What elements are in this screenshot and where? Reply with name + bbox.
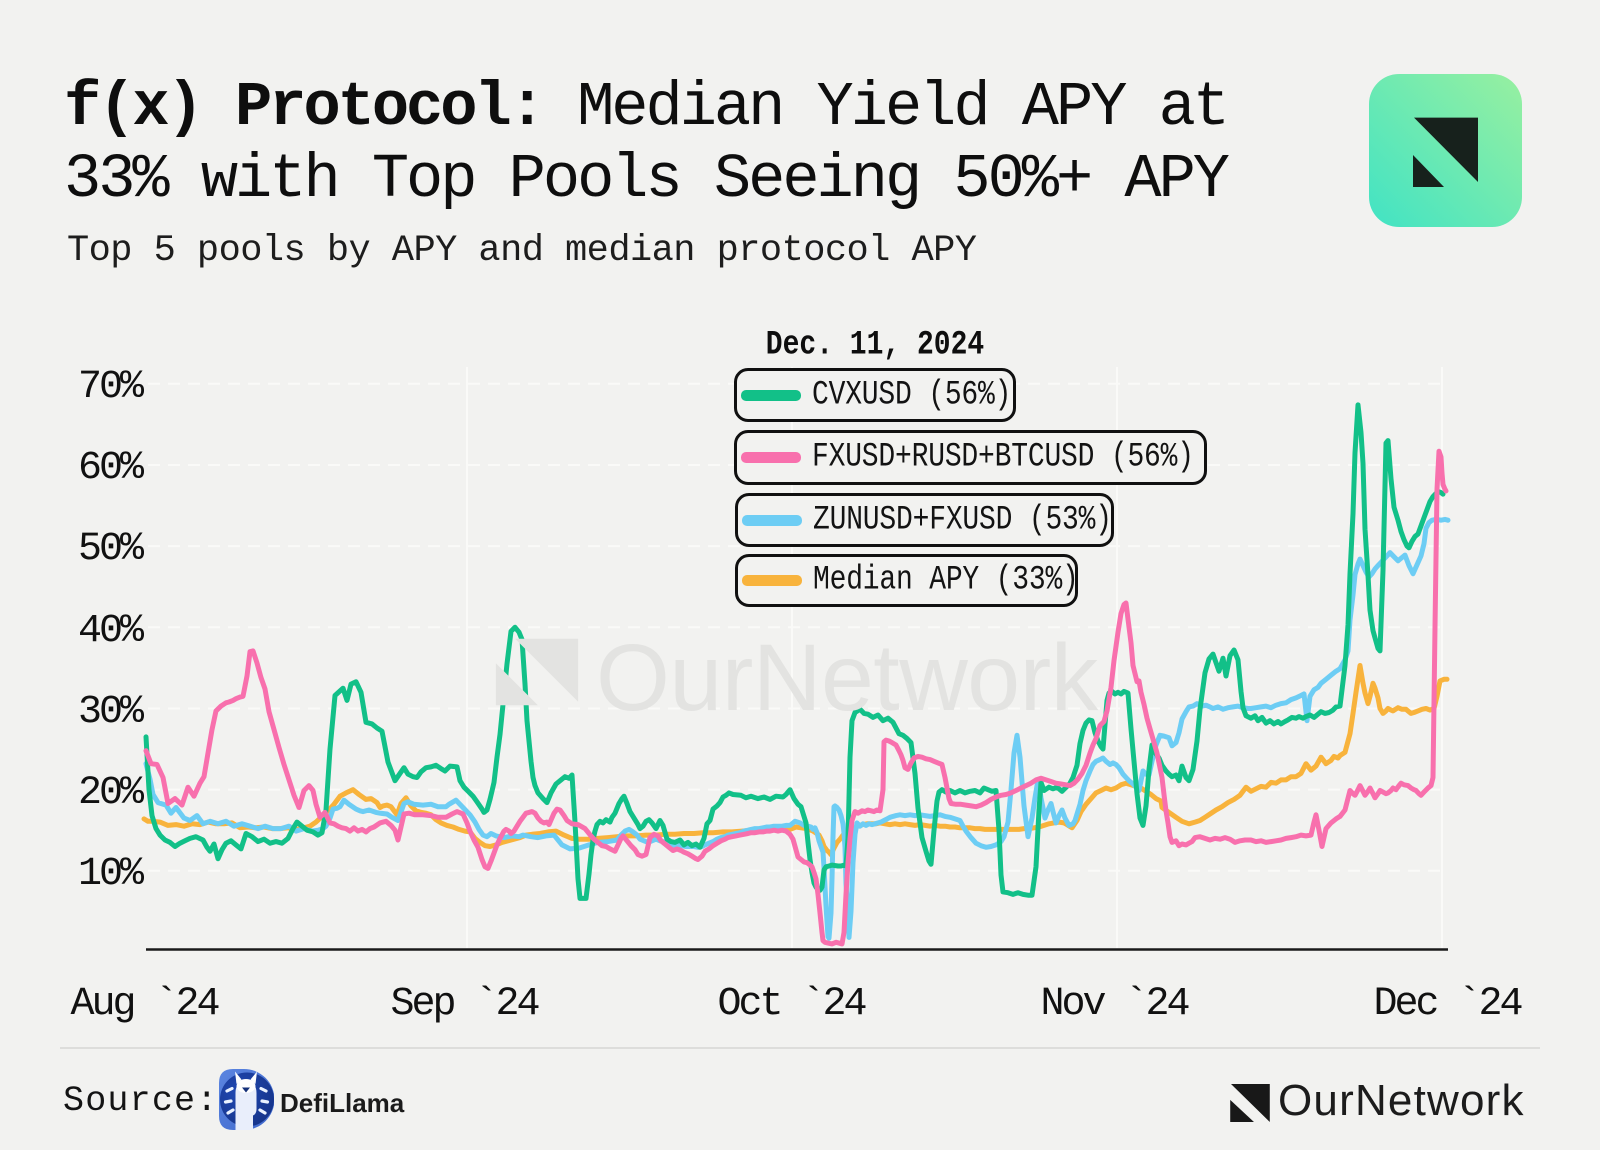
svg-text:20%: 20%: [78, 771, 145, 816]
svg-text:Aug `24: Aug `24: [70, 982, 218, 1027]
svg-text:Dec `24: Dec `24: [1373, 982, 1521, 1027]
svg-text:30%: 30%: [78, 690, 145, 735]
svg-text:Oct `24: Oct `24: [717, 982, 865, 1027]
svg-text:70%: 70%: [78, 365, 145, 410]
svg-text:Nov `24: Nov `24: [1040, 982, 1188, 1027]
svg-text:10%: 10%: [78, 852, 145, 897]
svg-text:40%: 40%: [78, 609, 145, 654]
svg-text:50%: 50%: [78, 527, 145, 572]
svg-text:60%: 60%: [78, 446, 145, 491]
svg-text:Sep `24: Sep `24: [390, 982, 538, 1027]
